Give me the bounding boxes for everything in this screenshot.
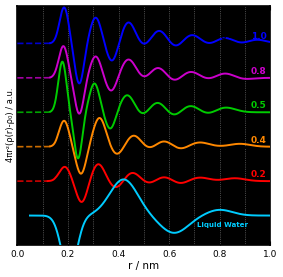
X-axis label: r / nm: r / nm <box>128 261 159 271</box>
Y-axis label: 4πr²(ρ(r)-ρ₀) / a.u.: 4πr²(ρ(r)-ρ₀) / a.u. <box>6 88 14 162</box>
Text: $d\/$=: $d\/$= <box>220 30 235 41</box>
Text: 0.5: 0.5 <box>251 101 267 110</box>
Text: 0.8: 0.8 <box>251 67 267 76</box>
Text: 0.4: 0.4 <box>250 136 267 145</box>
Text: 0.2: 0.2 <box>251 170 267 179</box>
Text: 1.0: 1.0 <box>251 32 267 41</box>
Text: Liquid Water: Liquid Water <box>197 222 248 228</box>
